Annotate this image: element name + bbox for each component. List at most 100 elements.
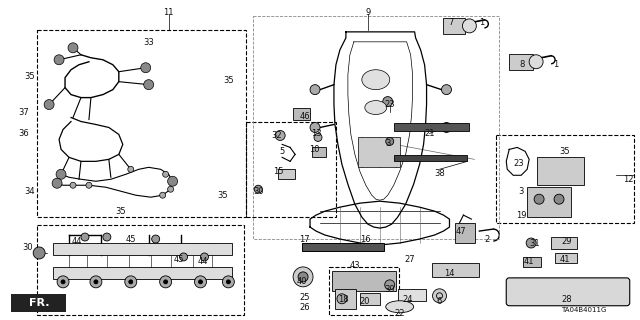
Text: 29: 29 xyxy=(562,237,572,246)
Circle shape xyxy=(433,289,447,303)
Circle shape xyxy=(86,182,92,188)
Text: 22: 22 xyxy=(394,309,405,318)
Text: 30: 30 xyxy=(253,187,264,196)
Bar xyxy=(329,267,399,315)
Bar xyxy=(523,257,541,267)
Text: 8: 8 xyxy=(520,60,525,69)
Text: 12: 12 xyxy=(623,175,634,184)
Text: 35: 35 xyxy=(560,148,570,156)
Text: 13: 13 xyxy=(310,130,321,139)
Text: 3: 3 xyxy=(518,187,524,196)
Circle shape xyxy=(90,276,102,288)
Bar xyxy=(496,135,634,223)
Text: 39: 39 xyxy=(385,285,395,294)
Circle shape xyxy=(56,169,66,179)
Text: 44: 44 xyxy=(72,237,83,246)
Text: 33: 33 xyxy=(143,38,154,47)
Circle shape xyxy=(554,194,564,204)
Circle shape xyxy=(57,276,69,288)
Bar xyxy=(302,243,384,251)
Text: 7: 7 xyxy=(449,18,454,27)
Bar xyxy=(358,137,399,167)
Circle shape xyxy=(442,123,451,132)
Bar xyxy=(278,169,295,179)
Bar xyxy=(551,237,577,249)
Circle shape xyxy=(298,272,308,282)
Bar xyxy=(53,243,232,255)
Bar xyxy=(555,253,577,263)
Circle shape xyxy=(310,123,320,132)
Circle shape xyxy=(310,85,320,95)
Text: 45: 45 xyxy=(173,255,184,264)
Text: 45: 45 xyxy=(125,235,136,244)
Bar xyxy=(509,54,533,70)
Circle shape xyxy=(293,267,313,287)
Ellipse shape xyxy=(362,70,390,90)
Text: 47: 47 xyxy=(456,227,467,236)
Circle shape xyxy=(141,63,150,73)
Circle shape xyxy=(463,19,476,33)
Circle shape xyxy=(168,186,173,192)
Circle shape xyxy=(129,280,132,284)
Bar xyxy=(253,16,499,239)
Circle shape xyxy=(54,55,64,65)
Circle shape xyxy=(222,276,234,288)
Text: 5: 5 xyxy=(280,148,285,156)
Text: 36: 36 xyxy=(18,130,29,139)
Text: 46: 46 xyxy=(300,112,310,121)
Circle shape xyxy=(144,80,154,90)
Text: 44: 44 xyxy=(197,257,208,266)
Circle shape xyxy=(386,137,394,145)
Circle shape xyxy=(164,280,168,284)
Text: 41: 41 xyxy=(524,257,534,266)
Bar xyxy=(444,18,465,34)
Circle shape xyxy=(337,294,347,304)
Text: 23: 23 xyxy=(514,159,525,168)
Text: 17: 17 xyxy=(299,235,309,244)
Circle shape xyxy=(200,253,209,261)
Text: TA04B4011G: TA04B4011G xyxy=(561,307,607,313)
Bar xyxy=(312,148,326,157)
Text: 31: 31 xyxy=(529,239,540,248)
Text: 24: 24 xyxy=(403,295,413,304)
Circle shape xyxy=(526,238,536,248)
Circle shape xyxy=(275,131,285,140)
Ellipse shape xyxy=(386,301,413,313)
Bar xyxy=(246,122,336,217)
Text: 15: 15 xyxy=(273,167,284,176)
Text: 11: 11 xyxy=(163,8,174,17)
Text: 35: 35 xyxy=(115,207,126,216)
Text: 27: 27 xyxy=(404,255,415,264)
Bar xyxy=(394,156,467,161)
Circle shape xyxy=(61,280,65,284)
Circle shape xyxy=(198,280,202,284)
Circle shape xyxy=(159,192,166,198)
Text: FR.: FR. xyxy=(29,298,49,308)
Text: 9: 9 xyxy=(365,8,371,17)
Circle shape xyxy=(33,247,45,259)
Bar xyxy=(397,289,426,301)
Text: 35: 35 xyxy=(24,72,35,81)
Circle shape xyxy=(152,235,159,243)
Bar xyxy=(431,263,479,277)
Text: 35: 35 xyxy=(217,191,228,200)
Text: 3: 3 xyxy=(385,140,390,148)
Text: 1: 1 xyxy=(479,18,484,27)
Circle shape xyxy=(529,55,543,69)
Circle shape xyxy=(94,280,98,284)
Circle shape xyxy=(534,194,544,204)
Bar xyxy=(527,187,571,217)
Circle shape xyxy=(163,171,168,177)
Circle shape xyxy=(195,276,207,288)
Text: 25: 25 xyxy=(300,293,310,302)
Text: 2: 2 xyxy=(484,235,490,244)
Text: 30: 30 xyxy=(22,243,33,252)
Text: 23: 23 xyxy=(385,100,395,108)
Text: 28: 28 xyxy=(562,295,572,304)
Circle shape xyxy=(44,100,54,109)
Text: 1: 1 xyxy=(554,60,559,69)
Bar xyxy=(37,30,246,217)
Ellipse shape xyxy=(365,100,387,115)
Text: 20: 20 xyxy=(360,297,370,306)
Circle shape xyxy=(385,280,395,290)
